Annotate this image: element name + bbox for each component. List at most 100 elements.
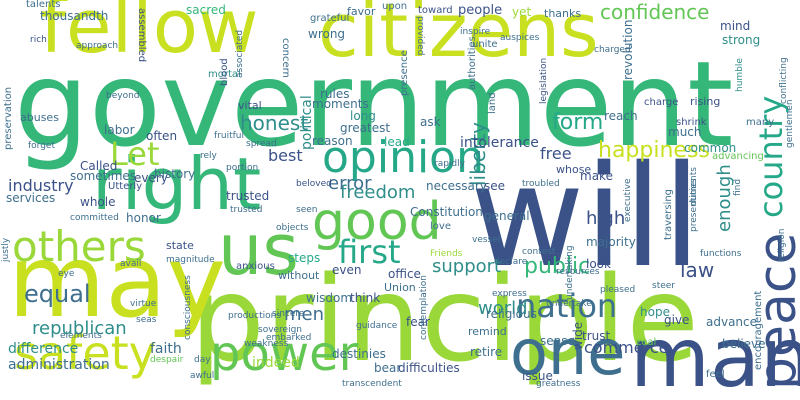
word: thanks [544, 7, 582, 20]
word: wrong [308, 27, 346, 41]
word: associated [235, 29, 245, 78]
word: undertaking [565, 245, 575, 300]
word: abuses [20, 111, 59, 124]
word: ask [420, 115, 441, 129]
word: declare [494, 257, 528, 267]
word: advance [706, 315, 758, 329]
word: reason [312, 134, 353, 148]
word: productions [228, 311, 282, 321]
word: functions [700, 249, 742, 259]
word: best [268, 146, 303, 165]
word: public [524, 254, 591, 279]
word: provided [415, 16, 425, 56]
word: unite [472, 39, 498, 50]
word: legislation [539, 57, 549, 104]
word: Let [110, 135, 160, 173]
word: contest [522, 247, 556, 257]
word: revolution [621, 19, 635, 80]
word: law [680, 258, 715, 282]
word: industry [8, 176, 74, 195]
word: trusted [226, 189, 270, 203]
word: portion [226, 163, 259, 173]
word: fellow [40, 0, 259, 70]
word: administration [8, 357, 110, 373]
word: Constitution [410, 205, 483, 219]
word: often [146, 129, 178, 143]
word: right [92, 142, 262, 226]
word: grateful [310, 13, 350, 24]
word: honest [240, 111, 309, 135]
word: rely [200, 151, 217, 161]
word: wide [571, 321, 585, 350]
word: people [458, 3, 503, 18]
word: weakness [244, 339, 289, 349]
word: error [328, 173, 372, 194]
word: labor [104, 123, 135, 137]
word: consciousness [183, 275, 193, 340]
word: good [312, 192, 442, 252]
word: favor [347, 5, 376, 18]
word: republican [32, 318, 127, 339]
word: blood [219, 58, 230, 86]
word: toward [418, 5, 453, 16]
word: steer [652, 281, 675, 291]
word: assembled [136, 8, 147, 63]
word: world [478, 298, 528, 319]
word: fruitful [214, 131, 244, 141]
word: duties [689, 178, 699, 206]
word: one [510, 316, 626, 389]
word: general [484, 209, 530, 223]
word: issue [522, 369, 553, 383]
word: destinies [332, 347, 386, 361]
word: form [552, 110, 604, 135]
word: humble [735, 58, 745, 92]
word: happiness [598, 138, 710, 163]
word: encouragement [753, 290, 764, 370]
word: Union [384, 281, 416, 294]
word: commerce [584, 338, 669, 357]
word: power [210, 326, 359, 382]
word: trusted [230, 205, 263, 215]
word: charged [594, 45, 631, 55]
word: gentlemen [785, 99, 795, 148]
word: hope [640, 305, 670, 319]
word: wisdom [306, 291, 353, 305]
word: state [166, 239, 194, 252]
word: sincere [272, 309, 305, 319]
word: may [8, 223, 226, 340]
word: will [470, 136, 702, 299]
word: approach [76, 41, 119, 51]
word: every [134, 171, 168, 185]
word: believe [722, 337, 766, 351]
word: auspices [500, 33, 540, 43]
word: much [668, 125, 702, 139]
word: sovereign [258, 325, 303, 335]
word: beyond [106, 91, 140, 101]
word: pleased [600, 285, 636, 295]
word: equal [24, 280, 91, 308]
word: rapidly [434, 159, 465, 169]
word: faith [150, 341, 182, 357]
word: inspire [460, 27, 491, 37]
word: spread [246, 139, 277, 149]
word: objects [276, 223, 309, 233]
word: Called [80, 159, 118, 173]
word: rising [690, 95, 721, 108]
word: shrink [676, 117, 707, 128]
word: many [746, 117, 775, 128]
word: executive [623, 178, 633, 222]
word: history [154, 167, 196, 181]
word: virtue [130, 299, 157, 309]
word: enough [714, 164, 735, 232]
word: men [284, 304, 325, 325]
word: us [218, 209, 299, 291]
word: day [194, 355, 211, 365]
word: high [586, 208, 626, 229]
word: support [432, 256, 502, 277]
word: difficulties [398, 361, 460, 375]
word: express [492, 289, 527, 299]
word: steps [288, 251, 321, 265]
word: strong [722, 33, 761, 47]
word: lead [384, 135, 410, 149]
word: necessary [426, 179, 487, 193]
